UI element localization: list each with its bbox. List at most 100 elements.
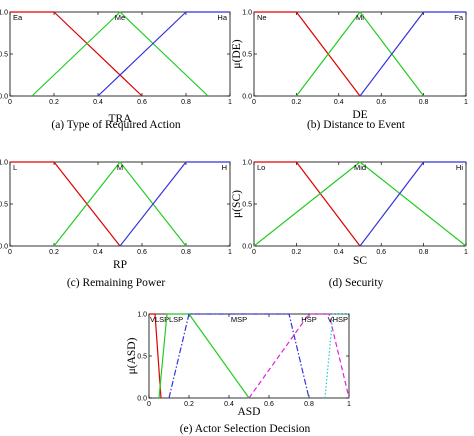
plot-frame (253, 11, 467, 97)
series-label-ea: Ea (13, 13, 23, 22)
y-tick-label: 0.5 (242, 202, 252, 209)
series-label-hi: Hi (456, 163, 463, 172)
series-label-m: M (117, 163, 123, 172)
x-tick-label: 0.4 (224, 401, 234, 408)
series-label-hsp: HSP (301, 315, 316, 324)
y-tick-label: 1.0 (0, 160, 8, 167)
series-line-hsp (248, 313, 350, 399)
x-tick-label: 0.2 (292, 249, 302, 256)
x-tick-label: 0.2 (184, 401, 194, 408)
series-label-mid: Mid (354, 163, 366, 172)
series-label-vlsp: VLSP (150, 315, 169, 324)
plot-frame (253, 161, 467, 247)
x-tick-label: 0.8 (181, 249, 191, 256)
series-line-fa (359, 11, 466, 97)
x-tick-label: 0.6 (137, 249, 147, 256)
y-tick-label: 1.0 (242, 160, 252, 167)
y-tick-label: 1.0 (137, 312, 147, 319)
series-line-mid (253, 161, 467, 247)
subfigure-caption: (a) Type of Required Action (51, 119, 181, 131)
y-tick-label: 0.0 (0, 244, 8, 251)
y-tick-label: 0.5 (242, 52, 252, 59)
series-label-vhsp: VHSP (328, 315, 348, 324)
x-tick-label: 0 (252, 249, 256, 256)
series-label-fa: Fa (454, 13, 464, 22)
series-line-m (53, 161, 187, 247)
y-tick-label: 0.5 (137, 354, 147, 361)
x-tick-label: 1 (228, 249, 232, 256)
x-tick-label: 0.2 (49, 249, 59, 256)
series-line-me (31, 11, 209, 97)
x-tick-label: 1 (347, 401, 351, 408)
x-tick-label: 0.6 (376, 99, 386, 106)
x-axis-label: SC (353, 255, 367, 267)
chart-panel-4: 0 0.2 0.4 0.6 0.8 1 0.0 0.5 1.0 Lo Mid Hi SC μ(SC) (d)… (231, 160, 468, 290)
x-tick-label: 0.4 (334, 99, 344, 106)
subfigure-caption: (e) Actor Selection Decision (180, 423, 311, 435)
x-tick-label: 0 (147, 401, 151, 408)
x-axis-label: ASD (237, 406, 260, 418)
x-axis-label: TRA (109, 113, 133, 125)
series-line-msp (168, 313, 310, 399)
y-tick-label: 0.0 (0, 94, 8, 101)
y-tick-label: 1.0 (242, 10, 252, 17)
x-tick-label: 0 (8, 99, 12, 106)
x-tick-label: 0 (8, 249, 12, 256)
x-tick-label: 1 (464, 99, 468, 106)
chart-panel-2: 0 0.2 0.4 0.6 0.8 1 0.0 0.5 1.0 Ne Mi Fa DE μ(DE) (b) … (231, 10, 468, 132)
series-line-vlsp (149, 313, 162, 399)
series-line-lo (254, 161, 361, 247)
subfigure-caption: (d) Security (329, 277, 384, 289)
y-tick-label: 0.5 (0, 202, 8, 209)
x-tick-label: 0.4 (93, 99, 103, 106)
x-tick-label: 0.8 (304, 401, 314, 408)
series-line-ne (254, 11, 361, 97)
x-tick-label: 1 (464, 249, 468, 256)
y-tick-label: 0.0 (242, 244, 252, 251)
series-label-h: H (222, 163, 227, 172)
x-tick-label: 0.4 (334, 249, 344, 256)
x-tick-label: 0.8 (419, 99, 429, 106)
x-tick-label: 1 (228, 99, 232, 106)
series-label-ha: Ha (217, 13, 227, 22)
x-tick-label: 0.2 (49, 99, 59, 106)
x-tick-label: 0.8 (419, 249, 429, 256)
x-axis-label: RP (113, 259, 127, 271)
y-tick-label: 1.0 (0, 10, 8, 17)
x-tick-label: 0 (252, 99, 256, 106)
chart-panel-3: 00.20.40.60.810.00.51.0LMHRPμ(RP)(c) Rem… (0, 160, 232, 290)
y-axis-label: μ(ASD) (126, 337, 138, 374)
series-line-mi (295, 11, 425, 97)
x-tick-label: 0.6 (376, 249, 386, 256)
series-line-ha (97, 11, 230, 97)
plot-frame (9, 11, 231, 97)
series-line-l (10, 161, 121, 247)
series-line-hi (359, 161, 466, 247)
y-axis-label: μ(DE) (231, 39, 243, 68)
chart-panel-1: 00.20.40.60.810.00.51.0EaMeHaTRAμ(TRA)(a… (0, 10, 232, 132)
series-label-me: Me (115, 13, 125, 22)
series-label-l: L (13, 163, 17, 172)
plot-frame (9, 161, 231, 247)
x-tick-label: 0.8 (181, 99, 191, 106)
subfigure-caption: (b) Distance to Event (307, 119, 406, 131)
x-tick-label: 0.4 (93, 249, 103, 256)
series-label-ne: Ne (257, 13, 267, 22)
y-tick-label: 0.0 (242, 94, 252, 101)
series-line-ea (10, 11, 143, 97)
x-tick-label: 0.6 (264, 401, 274, 408)
x-axis-label: DE (352, 109, 367, 121)
series-label-mi: Mi (356, 13, 364, 22)
x-tick-label: 0.6 (137, 99, 147, 106)
series-line-h (119, 161, 230, 247)
series-line-vhsp (324, 313, 349, 399)
series-label-lo: Lo (257, 163, 265, 172)
x-tick-label: 0.2 (292, 99, 302, 106)
y-axis-label: μ(SC) (231, 190, 243, 218)
y-tick-label: 0.0 (137, 396, 147, 403)
chart-panel-5: 0 0.2 0.4 0.6 0.8 1 0.0 0.5 1.0 VLSP LSP MSP HSP VHSP… (126, 312, 351, 436)
series-label-msp: MSP (231, 315, 247, 324)
subfigure-caption: (c) Remaining Power (67, 277, 166, 289)
series-line-lsp (158, 313, 250, 399)
